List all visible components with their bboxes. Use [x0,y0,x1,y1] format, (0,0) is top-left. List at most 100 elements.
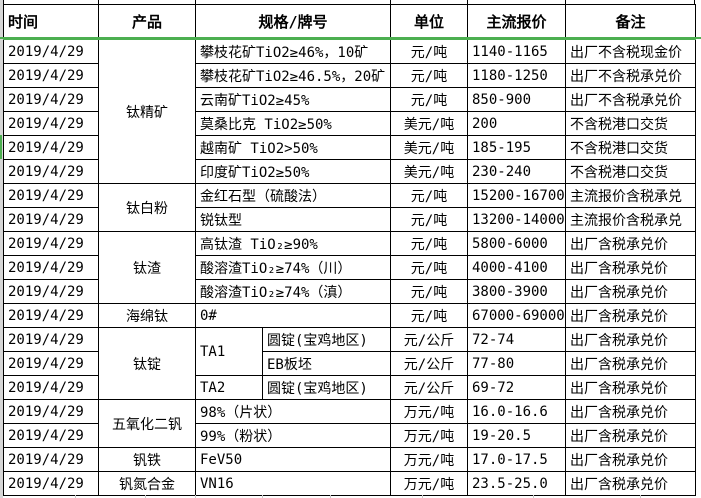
header-cell-unit[interactable]: 单位 [390,4,468,40]
cell-price[interactable]: 850-900 [467,87,566,112]
cell-note[interactable]: 出厂含税承兑价 [565,375,696,400]
cell-note[interactable]: 出厂含税承兑价 [565,303,696,328]
cell-product[interactable]: 钛锭 [98,327,196,400]
cell-price[interactable]: 3800-3900 [467,279,566,304]
cell-spec[interactable]: 攀枝花矿TiO2≥46.5%，20矿 [195,63,391,88]
cell-unit[interactable]: 万元/吨 [390,423,468,448]
cell-note[interactable]: 出厂不含税现金价 [565,38,696,64]
cell-date[interactable]: 2019/4/29 [3,183,99,208]
cell-spec[interactable]: 98%（片状） [195,399,391,424]
cell-price[interactable]: 23.5-25.0 [467,471,566,496]
cell-date[interactable]: 2019/4/29 [3,63,99,88]
cell-price[interactable]: 13200-14000 [467,207,566,232]
cell-spec[interactable]: 印度矿TiO2≥50% [195,159,391,184]
cell-unit[interactable]: 元/吨 [390,87,468,112]
cell-note[interactable]: 主流报价含税承兑 [565,183,696,208]
cell-date[interactable]: 2019/4/29 [3,111,99,136]
cell-spec[interactable]: 莫桑比克 TiO2≥50% [195,111,391,136]
cell-note[interactable]: 出厂含税承兑价 [565,231,696,256]
cell-date[interactable]: 2019/4/29 [3,279,99,304]
cell-date[interactable]: 2019/4/29 [3,87,99,112]
cell-price[interactable]: 15200-16700 [467,183,566,208]
cell-date[interactable]: 2019/4/29 [3,399,99,424]
cell-note[interactable]: 出厂含税承兑价 [565,399,696,424]
cell-date[interactable]: 2019/4/29 [3,471,99,496]
cell-date[interactable]: 2019/4/29 [3,447,99,472]
header-cell-spec[interactable]: 规格/牌号 [195,4,391,40]
cell-unit[interactable]: 元/吨 [390,207,468,232]
cell-price[interactable]: 230-240 [467,159,566,184]
cell-date[interactable]: 2019/4/29 [3,303,99,328]
cell-spec[interactable]: 0# [195,303,391,328]
cell-date[interactable]: 2019/4/29 [3,351,99,376]
cell-note[interactable]: 不含税港口交货 [565,111,696,136]
cell-note[interactable]: 出厂含税承兑价 [565,423,696,448]
cell-unit[interactable]: 万元/吨 [390,471,468,496]
cell-price[interactable]: 69-72 [467,375,566,400]
cell-price[interactable]: 17.0-17.5 [467,447,566,472]
cell-note[interactable]: 出厂含税承兑价 [565,471,696,496]
cell-note[interactable]: 出厂不含税承兑价 [565,87,696,112]
cell-price[interactable]: 77-80 [467,351,566,376]
cell-date[interactable]: 2019/4/29 [3,231,99,256]
cell-price[interactable]: 200 [467,111,566,136]
cell-product[interactable]: 钒氮合金 [98,471,196,496]
cell-spec[interactable]: 锐钛型 [195,207,391,232]
header-cell-note[interactable]: 备注 [565,4,696,40]
cell-spec[interactable]: 99%（粉状） [195,423,391,448]
cell-spec[interactable]: 攀枝花矿TiO2≥46%，10矿 [195,38,391,64]
cell-unit[interactable]: 万元/吨 [390,447,468,472]
cell-unit[interactable]: 元/吨 [390,255,468,280]
cell-unit[interactable]: 元/吨 [390,303,468,328]
cell-unit[interactable]: 元/公斤 [390,375,468,400]
cell-unit[interactable]: 元/公斤 [390,327,468,352]
cell-product[interactable]: 钛白粉 [98,183,196,232]
cell-unit[interactable]: 万元/吨 [390,399,468,424]
cell-product[interactable]: 钛精矿 [98,38,196,184]
cell-unit[interactable]: 美元/吨 [390,135,468,160]
cell-date[interactable]: 2019/4/29 [3,159,99,184]
cell-date[interactable]: 2019/4/29 [3,375,99,400]
cell-form[interactable]: EB板坯 [262,351,391,376]
cell-price[interactable]: 72-74 [467,327,566,352]
cell-spec[interactable]: 酸溶渣TiO₂≥74%（滇） [195,279,391,304]
cell-spec[interactable]: VN16 [195,471,391,496]
cell-spec[interactable]: 云南矿TiO2≥45% [195,87,391,112]
cell-price[interactable]: 4000-4100 [467,255,566,280]
cell-date[interactable]: 2019/4/29 [3,207,99,232]
cell-spec[interactable]: 酸溶渣TiO₂≥74%（川） [195,255,391,280]
cell-product[interactable]: 钒铁 [98,447,196,472]
cell-product[interactable]: 钛渣 [98,231,196,304]
cell-form[interactable]: 圆锭(宝鸡地区) [262,375,391,400]
cell-unit[interactable]: 元/吨 [390,63,468,88]
cell-price[interactable]: 185-195 [467,135,566,160]
cell-note[interactable]: 出厂含税承兑价 [565,279,696,304]
cell-unit[interactable]: 元/吨 [390,38,468,64]
cell-unit[interactable]: 元/吨 [390,231,468,256]
cell-unit[interactable]: 元/吨 [390,183,468,208]
cell-grade[interactable]: TA1 [195,327,263,376]
header-cell-product[interactable]: 产品 [98,4,196,40]
cell-date[interactable]: 2019/4/29 [3,327,99,352]
cell-unit[interactable]: 元/吨 [390,279,468,304]
cell-form[interactable]: 圆锭(宝鸡地区) [262,327,391,352]
cell-date[interactable]: 2019/4/29 [3,255,99,280]
cell-spec[interactable]: 越南矿 TiO2>50% [195,135,391,160]
cell-price[interactable]: 1140-1165 [467,38,566,64]
cell-note[interactable]: 不含税港口交货 [565,159,696,184]
cell-price[interactable]: 1180-1250 [467,63,566,88]
cell-unit[interactable]: 美元/吨 [390,159,468,184]
cell-product[interactable]: 五氧化二钒 [98,399,196,448]
cell-product[interactable]: 海绵钛 [98,303,196,328]
header-cell-price[interactable]: 主流报价 [467,4,566,40]
cell-grade[interactable]: TA2 [195,375,263,400]
cell-price[interactable]: 5800-6000 [467,231,566,256]
cell-date[interactable]: 2019/4/29 [3,423,99,448]
cell-note[interactable]: 不含税港口交货 [565,135,696,160]
cell-price[interactable]: 19-20.5 [467,423,566,448]
cell-spec[interactable]: 高钛渣 TiO₂≥90% [195,231,391,256]
cell-date[interactable]: 2019/4/29 [3,135,99,160]
header-cell-time[interactable]: 时间 [3,4,99,40]
cell-price[interactable]: 67000-69000 [467,303,566,328]
cell-date[interactable]: 2019/4/29 [3,38,99,64]
